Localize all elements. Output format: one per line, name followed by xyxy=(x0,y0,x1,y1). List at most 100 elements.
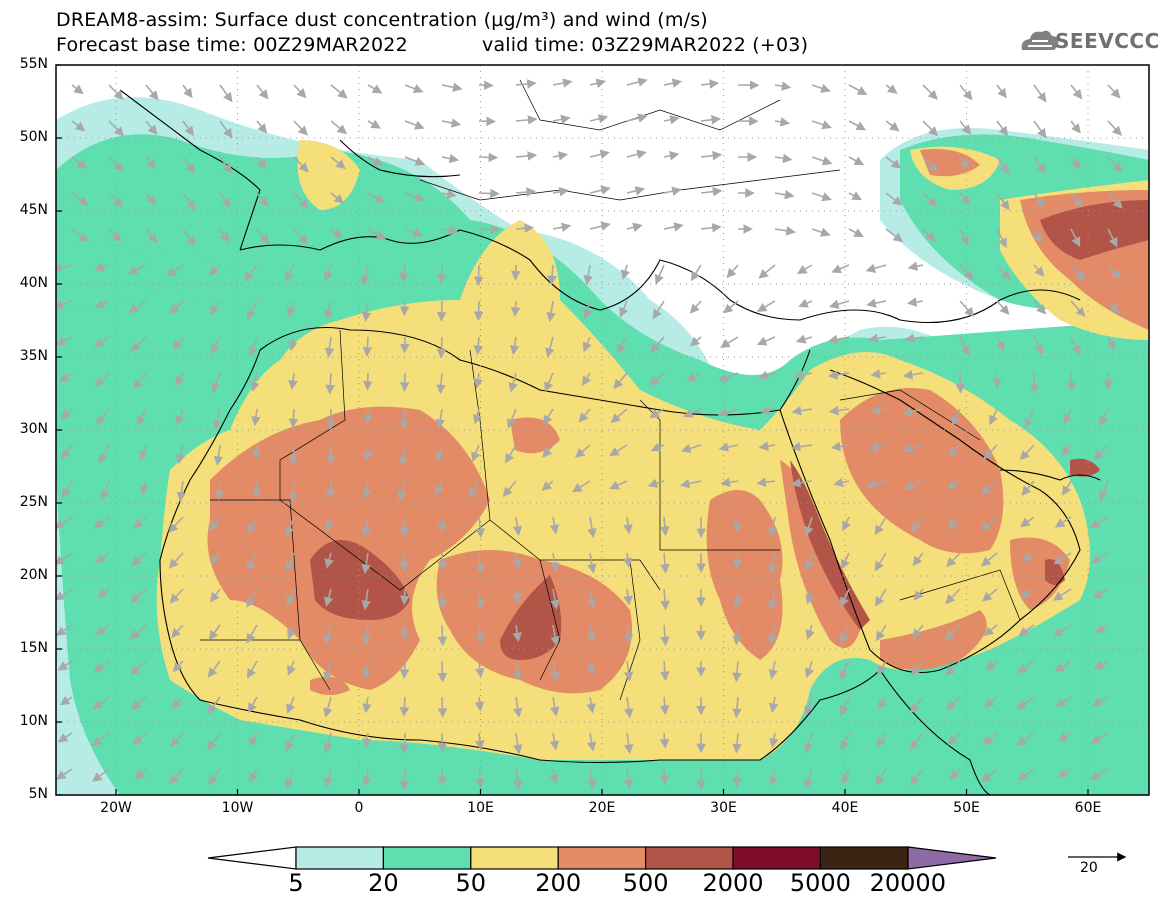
wind-arrow xyxy=(62,480,73,499)
wind-arrow xyxy=(652,300,665,320)
wind-arrow xyxy=(720,336,739,348)
wind-arrow xyxy=(875,588,887,607)
wind-arrow xyxy=(589,221,611,231)
wind-arrow xyxy=(219,156,233,174)
wind-arrow xyxy=(868,442,887,452)
wind-arrow xyxy=(623,768,634,790)
wind-arrow xyxy=(473,336,484,356)
wind-arrow xyxy=(515,187,536,197)
lat-label: 35N xyxy=(19,348,48,364)
wind-arrow xyxy=(717,407,739,418)
wind-arrow xyxy=(913,588,924,601)
wind-arrow xyxy=(870,405,887,415)
wind-arrow xyxy=(756,336,776,346)
wind-arrow xyxy=(647,478,665,488)
wind-arrow xyxy=(1070,156,1081,170)
wind-arrow xyxy=(71,156,88,169)
wind-arrow xyxy=(1107,156,1123,173)
lat-label: 50N xyxy=(19,129,48,145)
wind-arrow xyxy=(256,120,268,134)
wind-arrow xyxy=(542,444,554,458)
wind-arrow xyxy=(959,264,974,281)
colorbar-box xyxy=(644,846,734,870)
wind-arrow xyxy=(587,552,597,574)
wind-arrow xyxy=(841,552,850,570)
wind-arrow xyxy=(552,114,571,125)
wind-arrow xyxy=(93,660,110,673)
wind-arrow xyxy=(616,336,628,355)
wind-arrow xyxy=(805,588,815,605)
wind-arrow xyxy=(793,370,813,380)
wind-arrow xyxy=(129,624,147,640)
wind-arrow xyxy=(1033,120,1047,139)
wind-arrow xyxy=(515,115,538,125)
wind-arrow xyxy=(700,114,722,125)
wind-arrow xyxy=(171,624,184,639)
wind-arrow xyxy=(649,372,665,386)
wind-arrow xyxy=(287,660,296,676)
wind-arrow xyxy=(587,768,597,790)
lat-label: 45N xyxy=(19,202,48,218)
wind-arrow xyxy=(473,372,483,389)
wind-arrow xyxy=(830,441,850,452)
wind-arrow xyxy=(1090,732,1109,744)
wind-arrow xyxy=(1070,192,1083,208)
wind-arrow xyxy=(650,336,665,353)
wind-arrow xyxy=(330,84,348,99)
wind-arrow xyxy=(626,186,646,196)
wind-arrow xyxy=(996,264,1011,281)
wind-arrow xyxy=(811,83,831,93)
wind-arrow xyxy=(367,156,384,166)
wind-arrow xyxy=(515,223,535,234)
wind-arrow xyxy=(874,516,887,536)
wind-arrow xyxy=(1107,120,1122,136)
wind-arrow xyxy=(922,84,938,100)
lon-label: 20W xyxy=(100,800,132,816)
wind-arrow xyxy=(56,516,73,529)
map-title: DREAM8-assim: Surface dust concentration… xyxy=(56,9,708,31)
wind-arrow xyxy=(626,113,648,123)
wind-arrow xyxy=(959,228,969,246)
wind-arrow xyxy=(1033,336,1044,355)
lat-label: 25N xyxy=(19,494,48,510)
wind-arrow xyxy=(168,552,184,569)
wind-arrow xyxy=(247,516,258,534)
wind-arrow xyxy=(995,336,1005,352)
wind-arrow xyxy=(286,300,296,318)
wind-arrow xyxy=(256,192,269,208)
wind-arrow xyxy=(286,696,296,714)
wind-arrow xyxy=(172,336,184,351)
wind-arrow xyxy=(663,186,682,196)
wind-arrow xyxy=(246,300,258,321)
wind-arrow xyxy=(959,192,971,206)
wind-arrow xyxy=(732,624,742,646)
wind-arrow xyxy=(959,156,970,169)
wind-arrow xyxy=(475,732,485,751)
wind-arrow xyxy=(207,696,221,715)
wind-arrow xyxy=(145,156,156,170)
wind-arrow xyxy=(56,299,73,310)
wind-arrow xyxy=(145,192,157,206)
wind-arrow xyxy=(361,300,372,322)
wind-arrow xyxy=(512,552,522,570)
valid-time: valid time: 03Z29MAR2022 (+03) xyxy=(482,34,809,56)
wind-arrow xyxy=(325,480,336,499)
wind-arrow xyxy=(397,480,407,502)
wind-arrow xyxy=(512,516,523,536)
wind-arrow xyxy=(288,480,299,503)
wind-arrow xyxy=(362,408,373,425)
lon-label: 20E xyxy=(588,800,616,816)
wind-arrow xyxy=(323,696,333,718)
wind-arrow xyxy=(251,408,261,427)
wind-arrow xyxy=(130,588,147,603)
wind-arrow xyxy=(361,588,371,611)
wind-arrow xyxy=(1016,696,1035,710)
wind-arrow xyxy=(251,444,262,460)
wind-arrow xyxy=(399,300,410,317)
wind-arrow xyxy=(663,151,680,161)
wind-arrow xyxy=(1033,300,1047,315)
wind-arrow xyxy=(478,224,501,235)
wind-arrow xyxy=(804,516,814,537)
wind-arrow xyxy=(249,768,259,783)
